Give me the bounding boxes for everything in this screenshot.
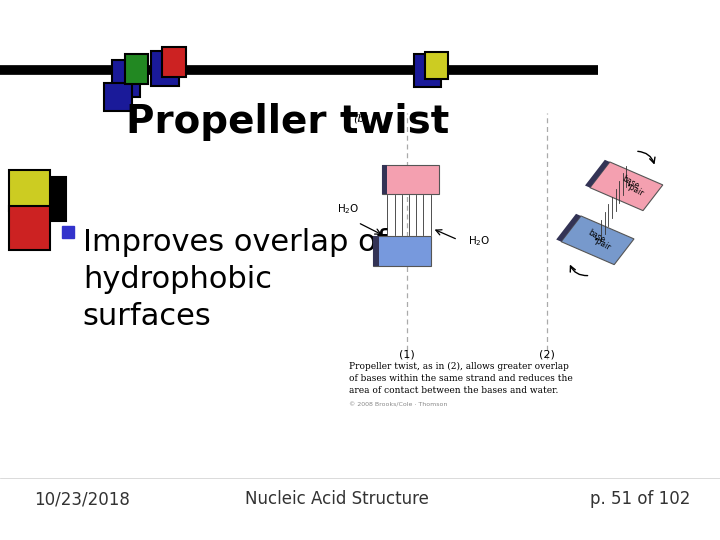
Text: Improves overlap of
hydrophobic
surfaces: Improves overlap of hydrophobic surfaces (83, 228, 387, 331)
Text: H$_2$O: H$_2$O (336, 202, 359, 216)
Bar (425, 52, 448, 79)
Text: Propeller twist, as in (2), allows greater overlap
of bases within the same stra: Propeller twist, as in (2), allows great… (349, 362, 573, 395)
Bar (557, 214, 581, 242)
Bar (561, 216, 634, 265)
Bar (414, 54, 441, 87)
Text: base: base (392, 174, 410, 183)
Text: •pair: •pair (624, 181, 646, 198)
Bar (585, 160, 610, 188)
Text: Propeller twist: Propeller twist (126, 103, 449, 140)
Bar (373, 236, 379, 266)
Bar (162, 47, 186, 77)
Text: © 2008 Brooks/Cole · Thomson: © 2008 Brooks/Cole · Thomson (349, 402, 448, 408)
Text: •pair: •pair (590, 235, 612, 252)
Bar (151, 51, 179, 86)
Bar (590, 162, 663, 211)
Text: •pair: •pair (398, 181, 418, 190)
Bar (112, 60, 140, 97)
Bar (104, 83, 132, 111)
Text: base: base (620, 173, 640, 191)
Text: base: base (586, 227, 606, 245)
Bar (9, 170, 50, 211)
Text: H$_2$O: H$_2$O (468, 234, 490, 248)
Text: base: base (382, 246, 400, 254)
FancyBboxPatch shape (382, 165, 439, 194)
Bar (9, 206, 50, 250)
Text: Nucleic Acid Structure: Nucleic Acid Structure (245, 490, 428, 509)
Text: (1): (1) (399, 349, 415, 359)
Text: 10/23/2018: 10/23/2018 (35, 490, 130, 509)
Text: (2): (2) (539, 349, 555, 359)
Text: •pair: •pair (387, 253, 407, 261)
Bar (382, 165, 387, 194)
Bar (24, 177, 66, 221)
Bar (125, 54, 148, 84)
Text: p. 51 of 102: p. 51 of 102 (590, 490, 690, 509)
Text: (b): (b) (353, 113, 369, 124)
FancyBboxPatch shape (373, 236, 431, 266)
